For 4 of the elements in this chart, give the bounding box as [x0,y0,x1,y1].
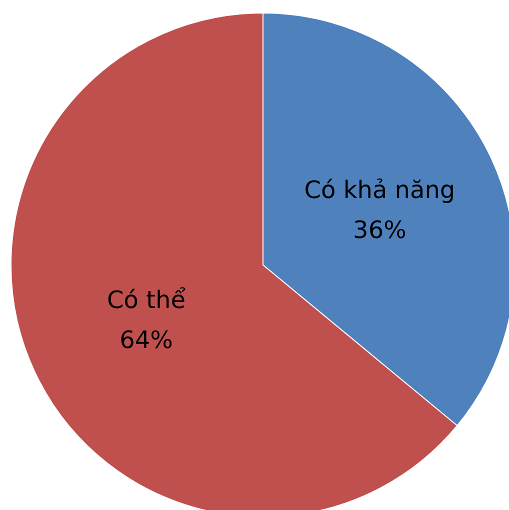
data-label: 64% [120,326,173,354]
data-label: 36% [353,216,406,244]
slice-label: Có thể [107,286,186,314]
slice-label: Có khả năng [304,176,456,204]
